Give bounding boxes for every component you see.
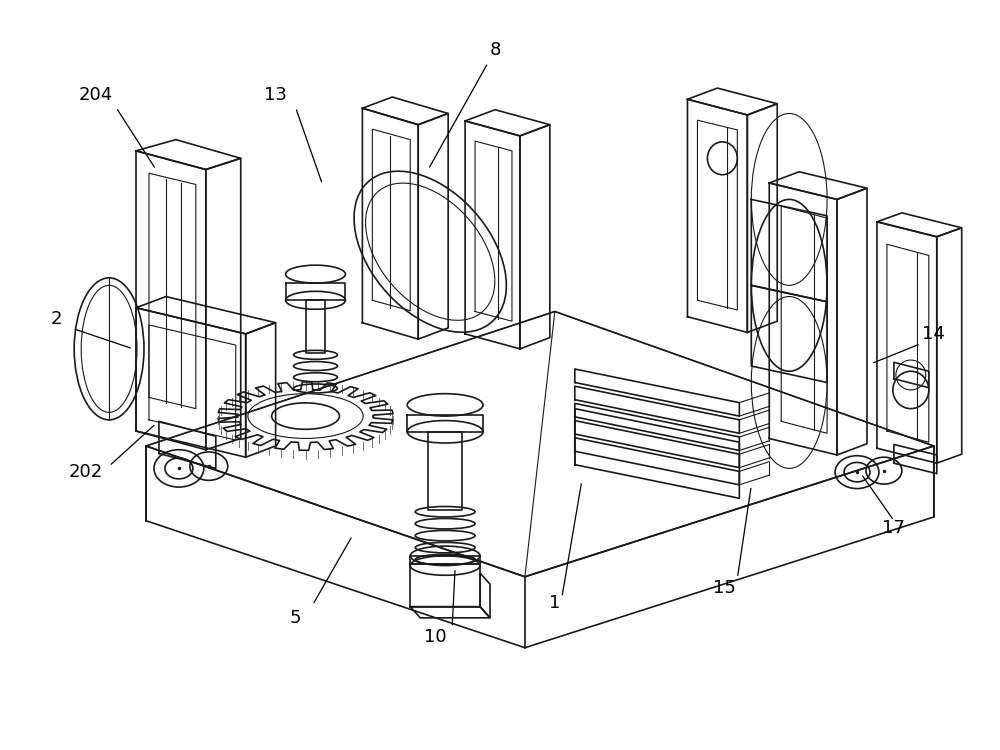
Text: 204: 204 [79, 86, 113, 104]
Text: 14: 14 [922, 325, 945, 343]
Text: 1: 1 [549, 594, 561, 612]
Text: 10: 10 [424, 628, 446, 646]
Text: 13: 13 [264, 86, 287, 104]
Text: 202: 202 [69, 464, 103, 482]
Text: 2: 2 [50, 310, 62, 328]
Text: 8: 8 [489, 41, 501, 59]
Text: 15: 15 [713, 579, 736, 597]
Text: 5: 5 [290, 609, 301, 627]
Text: 17: 17 [882, 519, 905, 537]
